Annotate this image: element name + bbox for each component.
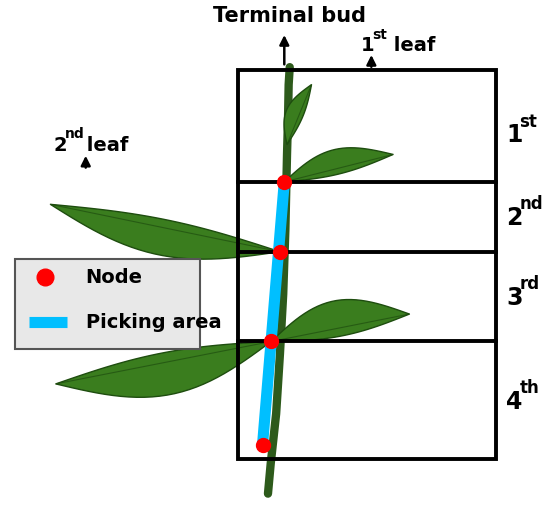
- Bar: [15, 260, 200, 349]
- Text: 1: 1: [360, 36, 374, 55]
- Text: nd: nd: [65, 127, 85, 141]
- Text: Terminal bud: Terminal bud: [213, 6, 366, 26]
- Polygon shape: [284, 148, 393, 182]
- Text: st: st: [519, 112, 537, 130]
- Text: 4: 4: [506, 389, 522, 414]
- Text: Node: Node: [86, 268, 142, 286]
- Text: st: st: [372, 28, 387, 41]
- Text: 2: 2: [53, 136, 67, 155]
- Text: th: th: [519, 379, 539, 396]
- Text: Picking area: Picking area: [86, 313, 221, 331]
- Polygon shape: [284, 85, 311, 145]
- Bar: [238, 71, 497, 459]
- Text: rd: rd: [519, 274, 540, 292]
- Polygon shape: [56, 342, 271, 397]
- Text: nd: nd: [519, 194, 543, 213]
- Polygon shape: [271, 300, 409, 342]
- Text: leaf: leaf: [387, 36, 435, 55]
- Text: 2: 2: [506, 206, 522, 229]
- Text: leaf: leaf: [80, 136, 129, 155]
- Text: 3: 3: [506, 285, 522, 309]
- Text: 1: 1: [506, 123, 522, 147]
- Polygon shape: [51, 205, 280, 260]
